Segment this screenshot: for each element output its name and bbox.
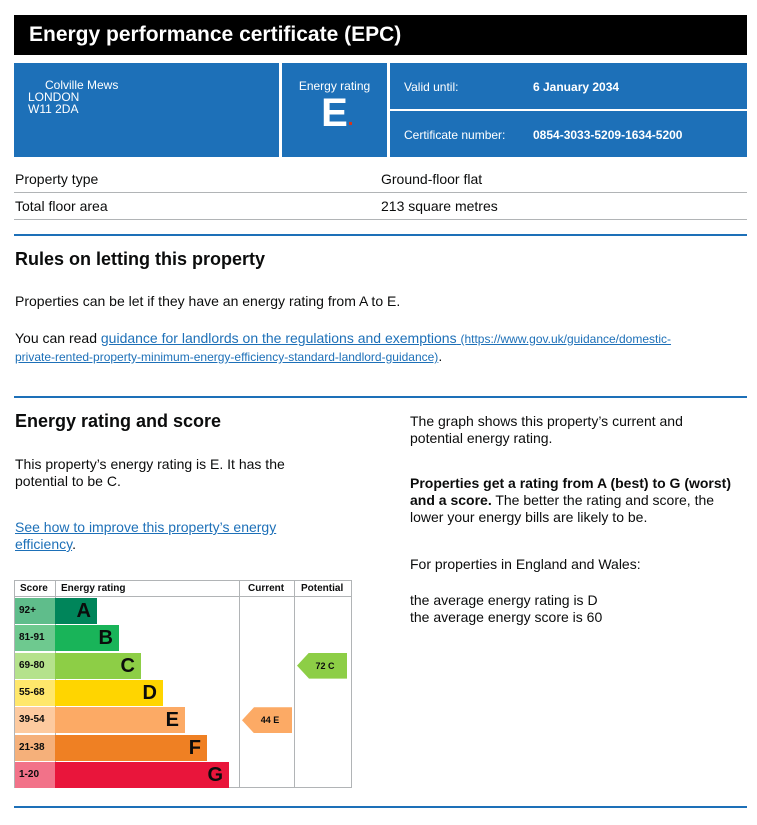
energy-rating-label: Energy rating <box>298 79 371 93</box>
band-score-e: 39-54 <box>15 707 55 734</box>
header-current: Current <box>248 583 285 594</box>
address-block: Colville Mews LONDON W11 2DA <box>14 63 279 157</box>
rating-explanation: Properties get a rating from A (best) to… <box>410 475 731 525</box>
valid-until-block: Valid until: 6 January 2034 <box>390 63 747 109</box>
improve-paragraph: See how to improve this property’s energ… <box>15 519 277 552</box>
band-bar-f: F <box>55 734 207 761</box>
landlord-guidance-link[interactable]: guidance for landlords on the regulation… <box>15 330 672 364</box>
band-score-d: 55-68 <box>15 679 55 706</box>
band-bar-c: C <box>55 652 141 679</box>
header-energy-rating: Energy rating <box>61 583 126 594</box>
address-postcode: W11 2DA <box>28 102 79 116</box>
certificate-number-block: Certificate number: 0854-3033-5209-1634-… <box>390 111 747 157</box>
band-bar-g: G <box>55 761 229 788</box>
band-bar-a: A <box>55 598 97 624</box>
energy-rating-chart: Score Energy rating Current Potential 92… <box>14 580 352 788</box>
address-line-1: Colville Mews <box>45 78 119 92</box>
band-bar-e: E <box>55 707 185 734</box>
section-divider <box>14 806 747 808</box>
graph-explanation: The graph shows this property’s current … <box>410 413 683 446</box>
potential-rating-arrow: 72 C <box>297 652 347 679</box>
address-line-2: LONDON <box>28 90 80 104</box>
current-rating-arrow: 44 E <box>242 707 292 734</box>
header-potential: Potential <box>301 583 344 594</box>
band-score-a: 92+ <box>15 598 55 624</box>
rating-summary-paragraph: This property’s energy rating is E. It h… <box>15 456 285 489</box>
letting-heading: Rules on letting this property <box>15 249 266 269</box>
band-score-f: 21-38 <box>15 734 55 761</box>
band-score-c: 69-80 <box>15 652 55 679</box>
table-row: Property type Ground-floor flat <box>14 166 747 193</box>
certificate-number-label: Certificate number: <box>404 128 506 142</box>
section-divider <box>14 396 747 398</box>
energy-rating-value: E <box>321 93 352 133</box>
chart-header-divider <box>15 596 351 597</box>
floor-area-value: 213 square metres <box>381 198 498 214</box>
header-score: Score <box>20 583 48 594</box>
certificate-summary: Colville Mews LONDON W11 2DA Energy rati… <box>14 63 747 157</box>
letting-paragraph: Properties can be let if they have an en… <box>15 293 401 309</box>
certificate-number-value: 0854-3033-5209-1634-5200 <box>533 128 683 142</box>
floor-area-label: Total floor area <box>15 198 108 214</box>
energy-score-heading: Energy rating and score <box>15 411 222 431</box>
band-score-b: 81-91 <box>15 625 55 652</box>
property-type-value: Ground-floor flat <box>381 171 483 187</box>
chart-divider <box>294 581 295 787</box>
table-row: Total floor area 213 square metres <box>14 193 747 220</box>
section-divider <box>14 234 747 236</box>
property-type-label: Property type <box>15 171 99 187</box>
letting-guidance-paragraph: You can read guidance for landlords on t… <box>15 330 672 364</box>
band-score-g: 1-20 <box>15 761 55 788</box>
energy-rating-block: Energy rating E <box>282 63 387 157</box>
improve-efficiency-link[interactable]: See how to improve this property’s energ… <box>15 519 277 552</box>
property-details-table: Property type Ground-floor flat Total fl… <box>14 166 747 220</box>
valid-until-value: 6 January 2034 <box>533 80 620 94</box>
band-bar-d: D <box>55 679 163 706</box>
page-title: Energy performance certificate (EPC) <box>14 15 747 55</box>
band-bar-b: B <box>55 625 119 652</box>
valid-until-label: Valid until: <box>404 80 459 94</box>
chart-divider <box>239 581 240 787</box>
region-note: For properties in England and Wales: <box>410 556 641 572</box>
